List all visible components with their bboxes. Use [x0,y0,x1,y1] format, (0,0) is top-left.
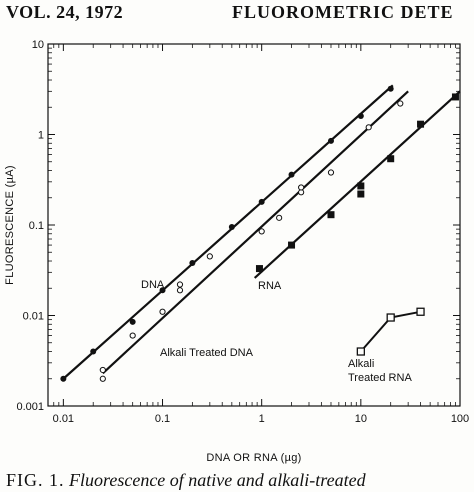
plot-frame-group [47,43,461,407]
point-rna [255,265,263,273]
point-alkali-treated-dna [365,124,372,131]
point-dna [228,224,235,231]
x-tick-label: 0.1 [155,413,170,425]
x-tick-label: 1 [259,413,265,425]
journal-volume: VOL. 24, 1972 [6,2,124,22]
point-alkali-treated-dna [129,332,136,339]
point-dna [357,113,364,120]
running-title: FLUOROMETRIC DETE [232,2,454,22]
plot-frame [47,43,461,407]
y-tick-label: 0.1 [29,220,44,232]
y-tick-label: 1 [38,130,44,142]
x-tick-label: 100 [451,413,469,425]
caption-lead: FIG. 1. [6,470,65,490]
x-axis-label: DNA OR RNA (µg) [206,452,301,464]
y-tick-label: 10 [32,39,44,51]
point-alkali-treated-dna [258,228,265,235]
point-alkali-treated-rna [416,307,425,316]
y-axis-label: FLUORESCENCE (µA) [4,165,16,285]
point-rna [288,241,296,249]
point-dna [60,375,67,382]
point-dna [90,348,97,355]
y-tick-label: 0.001 [16,401,44,413]
y-tick-label: 0.01 [23,311,44,323]
caption-text: Fluorescence of native and alkali-treate… [69,470,366,490]
fit-line-dna [62,84,394,380]
point-alkali-treated-dna [327,169,335,176]
point-rna [451,93,459,101]
data-points [60,85,459,382]
point-dna [189,260,196,267]
axis-ticks: 0.01 0.1 1 10 100 0.001 0.01 0.1 1 10 [16,39,469,425]
point-rna [357,182,365,190]
point-rna [357,190,365,198]
point-alkali-treated-rna [356,347,365,356]
point-alkali-treated-dna [176,281,184,288]
point-alkali-treated-dna [397,100,404,107]
point-alkali-treated-dna [99,366,106,374]
point-dna [288,171,295,178]
point-alkali-treated-dna [276,214,283,221]
point-alkali-treated-dna [159,308,166,315]
x-tick-label: 0.01 [53,413,74,425]
figure-caption: FIG. 1. Fluorescence of native and alkal… [6,470,474,491]
label-alkali-treated-rna-line2: Treated RNA [348,372,412,384]
point-alkali-treated-dna [99,375,106,382]
label-alkali-treated-rna-line1: Alkali [348,358,374,370]
point-alkali-treated-dna [176,287,184,294]
point-alkali-treated-dna [298,184,305,191]
point-dna [159,287,166,294]
label-rna: RNA [258,280,282,292]
point-dna [387,85,394,92]
point-dna [258,198,265,205]
point-dna [327,137,334,144]
label-alkali-treated-dna: Alkali Treated DNA [160,347,254,359]
fluorescence-chart: 0.01 0.1 1 10 100 0.001 0.01 0.1 1 10 DNA OR RNA … [4,39,469,464]
point-rna [387,155,395,163]
point-alkali-treated-rna [386,313,395,322]
point-alkali-treated-dna [206,253,213,260]
point-rna [417,120,425,128]
x-tick-label: 10 [355,413,367,425]
page-header: VOL. 24, 1972 FLUOROMETRIC DETE [0,0,474,30]
label-dna: DNA [141,279,165,291]
fit-line-alkali-treated-dna [102,90,409,375]
point-dna [129,318,136,325]
point-rna [327,211,335,219]
